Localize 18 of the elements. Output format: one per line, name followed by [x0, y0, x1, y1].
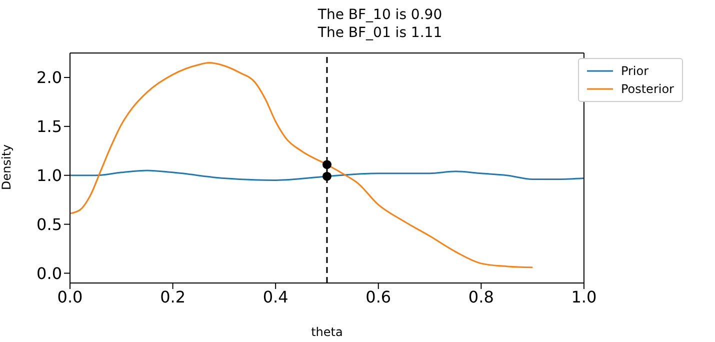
y-axis-title: Density — [0, 144, 14, 190]
line-series — [70, 170, 584, 181]
y-tick-label: 0.0 — [36, 264, 62, 283]
y-tick-label: 1.5 — [36, 117, 62, 136]
chart-title: The BF_10 is 0.90 The BF_01 is 1.11 — [316, 6, 444, 42]
legend-label: Posterior — [620, 81, 674, 98]
x-axis-title: theta — [311, 325, 343, 339]
x-tick-label: 0.8 — [468, 287, 494, 306]
x-tick-label: 1.0 — [571, 287, 597, 306]
x-tick-label: 0.2 — [160, 287, 186, 306]
x-tick-label: 0.6 — [366, 287, 392, 306]
y-tick-label: 2.0 — [36, 68, 62, 88]
line-series — [70, 62, 534, 268]
x-tick-label: 0.0 — [57, 287, 83, 306]
y-tick-label: 0.5 — [36, 214, 62, 234]
x-tick-label: 0.4 — [262, 287, 288, 306]
y-tick-label: 1.0 — [36, 166, 62, 186]
legend-label: Prior — [620, 63, 649, 80]
